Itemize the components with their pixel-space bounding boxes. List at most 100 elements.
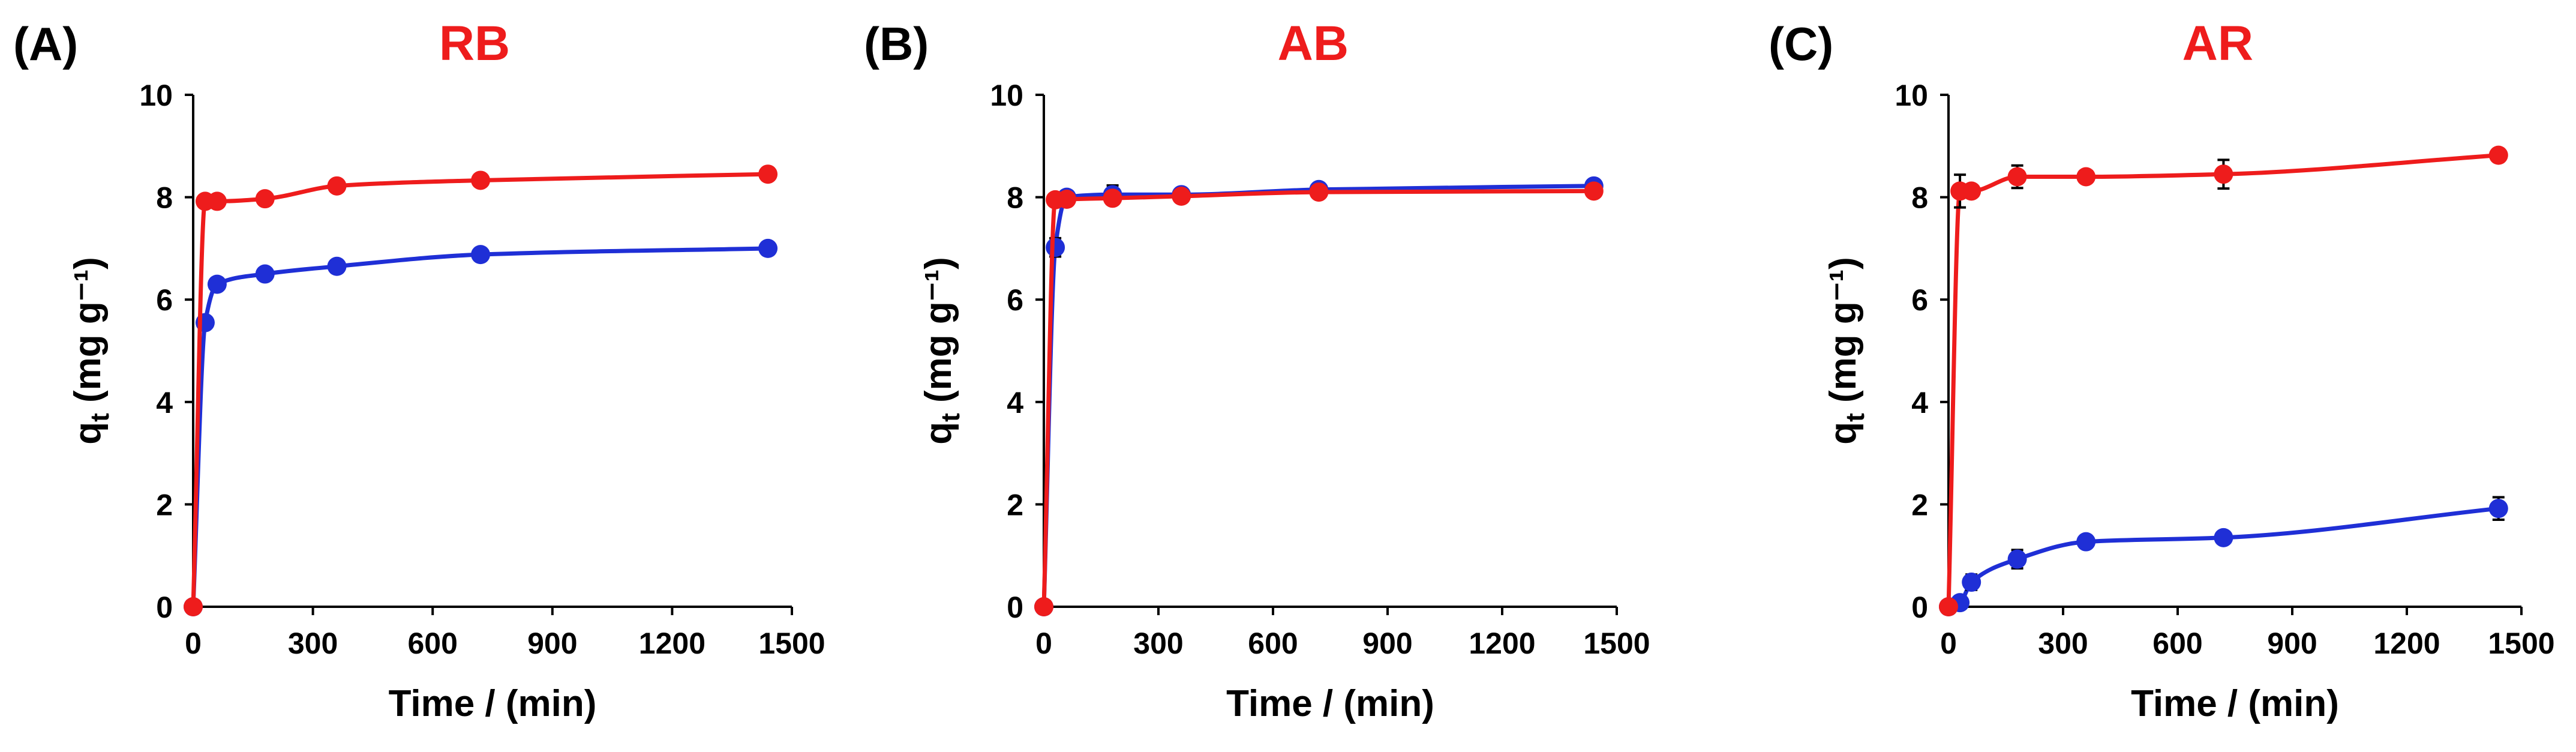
data-point	[327, 176, 347, 196]
y-axis-label: qt (mg g⁻¹)	[918, 257, 965, 445]
y-tick-label: 8	[156, 181, 173, 215]
data-point	[1309, 182, 1329, 202]
y-axis-label-subscript: t	[1841, 413, 1870, 422]
series-red	[184, 164, 778, 616]
x-tick-label: 300	[288, 627, 338, 660]
data-point	[1962, 573, 1981, 592]
data-point	[2488, 499, 2508, 519]
panel-a: (A) RB 0 2 4 6 8 10 0 300 600 900 1200 1500 Time / (mi…	[13, 16, 825, 724]
series-blue	[1034, 176, 1604, 616]
y-tick-label: 0	[1911, 591, 1928, 624]
y-axis-label-subscript: t	[936, 413, 965, 422]
series-red	[1939, 145, 2508, 616]
data-point	[1034, 597, 1053, 616]
y-axis-label: qt (mg g⁻¹)	[67, 257, 115, 445]
data-point	[758, 164, 778, 184]
x-tick-label: 300	[1133, 627, 1183, 660]
series-line	[1041, 188, 1594, 607]
y-tick-label: 2	[1911, 488, 1928, 522]
x-tick-label: 0	[185, 627, 202, 660]
chart-title: AB	[1278, 16, 1349, 71]
data-point	[471, 245, 491, 265]
y-axis-label: qt (mg g⁻¹)	[1823, 257, 1870, 445]
x-tick-label: 1200	[2373, 627, 2440, 660]
series-line	[1947, 506, 2499, 609]
x-tick-label: 1200	[1469, 627, 1535, 660]
x-axis-label: Time / (min)	[389, 683, 597, 724]
data-point	[2076, 167, 2096, 187]
x-tick-label: 600	[407, 627, 457, 660]
x-tick-label: 1500	[2488, 627, 2554, 660]
data-point	[471, 170, 491, 190]
chart-title: RB	[439, 16, 510, 71]
y-tick-label: 4	[156, 386, 173, 420]
y-tick-label: 8	[1911, 181, 1928, 215]
data-point	[2214, 164, 2233, 184]
series-line	[1041, 184, 1594, 607]
data-point	[2214, 528, 2233, 547]
x-axis-label: Time / (min)	[2131, 683, 2339, 724]
series-red	[1034, 181, 1604, 616]
x-tick-label: 1200	[639, 627, 705, 660]
data-point	[758, 238, 778, 258]
series-blue	[184, 238, 778, 616]
y-axis-label-unit: (mg g⁻¹)	[67, 257, 109, 413]
panel-label: (A)	[13, 17, 78, 70]
y-tick-label: 10	[990, 79, 1023, 112]
data-point	[1962, 181, 1981, 201]
data-point	[255, 189, 275, 209]
x-tick-label: 1500	[758, 627, 825, 660]
data-point	[255, 264, 275, 284]
y-tick-label: 2	[1007, 488, 1023, 522]
x-tick-label: 600	[1248, 627, 1298, 660]
data-point	[1103, 188, 1122, 208]
x-tick-label: 0	[1940, 627, 1957, 660]
data-point	[2488, 145, 2508, 165]
x-axis-label: Time / (min)	[1226, 683, 1434, 724]
panel-b: (B) AB 0 2 4 6 8 10 0 300 600 900 1200 1500 Time / (mi…	[864, 16, 1650, 724]
y-tick-label: 6	[1911, 283, 1928, 317]
y-tick-label: 6	[156, 283, 173, 317]
data-point	[1584, 181, 1604, 201]
y-tick-label: 4	[1911, 386, 1928, 420]
data-point	[1046, 238, 1065, 257]
data-point	[2076, 532, 2096, 552]
y-axis-label-subscript: t	[85, 413, 115, 422]
y-tick-label: 0	[1007, 591, 1023, 624]
x-tick-label: 900	[1362, 627, 1412, 660]
data-point	[1057, 190, 1077, 209]
x-tick-label: 900	[527, 627, 577, 660]
data-point	[184, 597, 203, 616]
x-tick-label: 600	[2152, 627, 2202, 660]
y-tick-label: 10	[1895, 79, 1928, 112]
series-line	[191, 172, 768, 607]
x-tick-label: 300	[2038, 627, 2088, 660]
y-tick-label: 4	[1007, 386, 1023, 420]
y-axis-label-symbol: q	[67, 422, 109, 445]
series-line	[191, 246, 768, 607]
y-tick-label: 0	[156, 591, 173, 624]
series-blue	[1939, 496, 2508, 616]
y-tick-label: 10	[139, 79, 173, 112]
y-tick-label: 6	[1007, 283, 1023, 317]
chart-title: AR	[2182, 16, 2253, 71]
x-tick-label: 1500	[1583, 627, 1650, 660]
y-tick-label: 8	[1007, 181, 1023, 215]
data-point	[207, 274, 227, 294]
panel-label: (B)	[864, 17, 929, 70]
data-point	[327, 256, 347, 276]
panel-c: (C) AR 0 2 4 6 8 10 0 300 600 900 1200 1500 Time / (mi…	[1769, 16, 2555, 724]
x-tick-label: 0	[1035, 627, 1052, 660]
data-point	[207, 191, 227, 211]
y-axis-label-symbol: q	[918, 422, 959, 445]
panel-label: (C)	[1769, 17, 1833, 70]
y-axis-label-unit: (mg g⁻¹)	[918, 257, 959, 413]
x-tick-label: 900	[2267, 627, 2317, 660]
data-point	[2007, 549, 2027, 569]
y-axis-label-symbol: q	[1823, 422, 1864, 445]
data-point	[1939, 597, 1958, 616]
y-tick-label: 2	[156, 488, 173, 522]
y-axis-label-unit: (mg g⁻¹)	[1823, 257, 1864, 413]
data-point	[2007, 167, 2027, 187]
